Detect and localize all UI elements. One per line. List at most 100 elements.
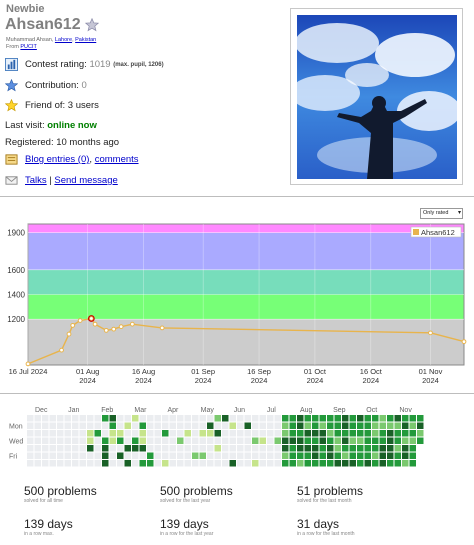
heatmap-cell[interactable] xyxy=(259,452,267,460)
heatmap-cell[interactable] xyxy=(192,430,199,437)
heatmap-cell[interactable] xyxy=(364,430,372,437)
heatmap-cell[interactable] xyxy=(319,422,327,430)
heatmap-cell[interactable] xyxy=(364,445,372,452)
heatmap-cell[interactable] xyxy=(252,430,259,437)
heatmap-cell[interactable] xyxy=(147,452,154,460)
heatmap-cell[interactable] xyxy=(117,415,124,422)
heatmap-cell[interactable] xyxy=(184,437,192,445)
heatmap-cell[interactable] xyxy=(342,422,349,430)
heatmap-cell[interactable] xyxy=(169,437,177,445)
heatmap-cell[interactable] xyxy=(192,422,199,430)
heatmap-cell[interactable] xyxy=(42,452,49,460)
heatmap-cell[interactable] xyxy=(117,430,124,437)
heatmap-cell[interactable] xyxy=(154,460,162,467)
heatmap-cell[interactable] xyxy=(222,460,229,467)
heatmap-cell[interactable] xyxy=(229,437,237,445)
heatmap-cell[interactable] xyxy=(57,422,64,430)
heatmap-cell[interactable] xyxy=(109,460,117,467)
heatmap-cell[interactable] xyxy=(327,437,334,445)
heatmap-cell[interactable] xyxy=(237,422,244,430)
heatmap-cell[interactable] xyxy=(372,445,379,452)
heatmap-cell[interactable] xyxy=(267,445,274,452)
heatmap-cell[interactable] xyxy=(139,452,147,460)
heatmap-cell[interactable] xyxy=(259,460,267,467)
heatmap-cell[interactable] xyxy=(154,452,162,460)
heatmap-cell[interactable] xyxy=(154,437,162,445)
heatmap-cell[interactable] xyxy=(409,460,417,467)
heatmap-cell[interactable] xyxy=(42,445,49,452)
heatmap-cell[interactable] xyxy=(154,415,162,422)
heatmap-cell[interactable] xyxy=(199,430,207,437)
heatmap-cell[interactable] xyxy=(342,460,349,467)
heatmap-cell[interactable] xyxy=(304,460,312,467)
heatmap-cell[interactable] xyxy=(207,430,214,437)
rating-point[interactable] xyxy=(103,327,109,333)
heatmap-cell[interactable] xyxy=(379,415,387,422)
heatmap-cell[interactable] xyxy=(184,422,192,430)
heatmap-cell[interactable] xyxy=(334,437,342,445)
heatmap-cell[interactable] xyxy=(169,415,177,422)
heatmap-cell[interactable] xyxy=(49,460,57,467)
heatmap-cell[interactable] xyxy=(94,415,102,422)
heatmap-cell[interactable] xyxy=(57,445,64,452)
heatmap-cell[interactable] xyxy=(372,415,379,422)
heatmap-cell[interactable] xyxy=(132,445,139,452)
heatmap-cell[interactable] xyxy=(109,430,117,437)
rating-point[interactable] xyxy=(111,326,117,332)
heatmap-cell[interactable] xyxy=(207,415,214,422)
heatmap-cell[interactable] xyxy=(394,422,402,430)
heatmap-cell[interactable] xyxy=(379,430,387,437)
heatmap-cell[interactable] xyxy=(334,430,342,437)
heatmap-cell[interactable] xyxy=(214,437,222,445)
heatmap-cell[interactable] xyxy=(109,452,117,460)
heatmap-cell[interactable] xyxy=(132,422,139,430)
heatmap-cell[interactable] xyxy=(124,437,132,445)
heatmap-cell[interactable] xyxy=(394,460,402,467)
heatmap-cell[interactable] xyxy=(334,460,342,467)
legend-swatch[interactable] xyxy=(413,229,419,235)
heatmap-cell[interactable] xyxy=(72,415,79,422)
heatmap-cell[interactable] xyxy=(334,445,342,452)
heatmap-cell[interactable] xyxy=(162,437,169,445)
heatmap-cell[interactable] xyxy=(102,415,109,422)
heatmap-cell[interactable] xyxy=(244,415,252,422)
heatmap-cell[interactable] xyxy=(259,415,267,422)
heatmap-cell[interactable] xyxy=(244,422,252,430)
heatmap-cell[interactable] xyxy=(417,430,424,437)
heatmap-cell[interactable] xyxy=(319,430,327,437)
heatmap-cell[interactable] xyxy=(402,452,409,460)
heatmap-cell[interactable] xyxy=(259,437,267,445)
heatmap-cell[interactable] xyxy=(304,452,312,460)
heatmap-cell[interactable] xyxy=(357,460,364,467)
heatmap-cell[interactable] xyxy=(102,422,109,430)
heatmap-cell[interactable] xyxy=(154,422,162,430)
heatmap-cell[interactable] xyxy=(349,422,357,430)
heatmap-cell[interactable] xyxy=(387,430,394,437)
heatmap-cell[interactable] xyxy=(147,445,154,452)
heatmap-cell[interactable] xyxy=(312,445,319,452)
heatmap-cell[interactable] xyxy=(124,445,132,452)
heatmap-cell[interactable] xyxy=(27,445,34,452)
heatmap-cell[interactable] xyxy=(49,422,57,430)
heatmap-cell[interactable] xyxy=(327,445,334,452)
heatmap-cell[interactable] xyxy=(94,430,102,437)
heatmap-cell[interactable] xyxy=(319,452,327,460)
heatmap-cell[interactable] xyxy=(387,460,394,467)
heatmap-cell[interactable] xyxy=(402,422,409,430)
heatmap-cell[interactable] xyxy=(49,452,57,460)
heatmap-cell[interactable] xyxy=(402,437,409,445)
rating-point[interactable] xyxy=(461,339,467,345)
heatmap-cell[interactable] xyxy=(102,437,109,445)
heatmap-cell[interactable] xyxy=(349,430,357,437)
heatmap-cell[interactable] xyxy=(379,422,387,430)
organization-link[interactable]: PUCIT xyxy=(20,44,37,50)
rating-point[interactable] xyxy=(70,323,76,328)
heatmap-cell[interactable] xyxy=(27,415,34,422)
heatmap-cell[interactable] xyxy=(87,437,94,445)
heatmap-cell[interactable] xyxy=(252,445,259,452)
heatmap-cell[interactable] xyxy=(417,415,424,422)
heatmap-cell[interactable] xyxy=(72,422,79,430)
heatmap-cell[interactable] xyxy=(214,430,222,437)
heatmap-cell[interactable] xyxy=(214,460,222,467)
heatmap-cell[interactable] xyxy=(162,460,169,467)
